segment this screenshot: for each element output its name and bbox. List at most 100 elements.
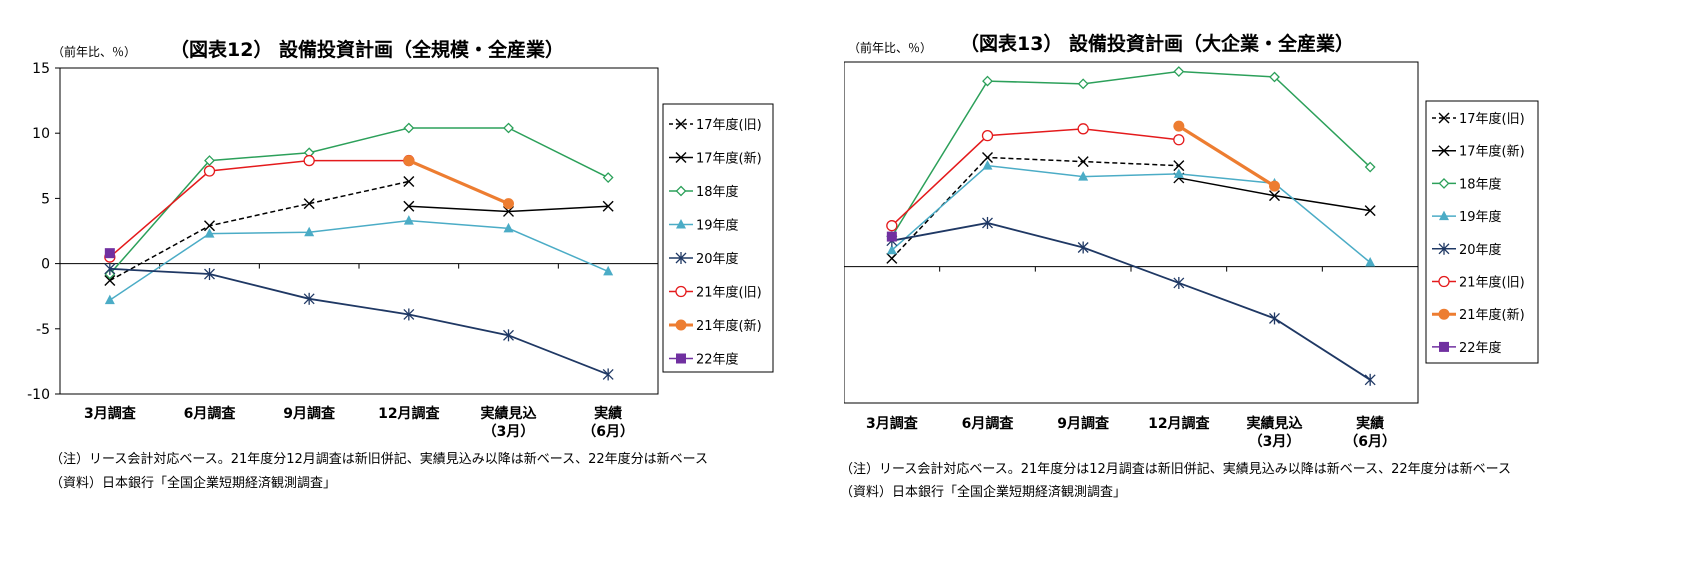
- data-point: [886, 220, 898, 232]
- legend-marker: [1438, 308, 1450, 320]
- data-point: [503, 222, 514, 233]
- series-17年度(新): [1173, 172, 1376, 217]
- x-tick-label: 3月調査: [84, 405, 137, 422]
- series-line: [109, 219, 609, 301]
- chart-12: （図表12） 設備投資計画（全規模・全産業） （前年比、％） -10 -5 0 5 10 15…: [27, 38, 774, 440]
- legend: 17年度(旧) 17年度(新) 18年度 19年度 20年度 21年度(旧) 21年度(新)…: [662, 103, 774, 373]
- legend-marker: [675, 285, 687, 298]
- y-axis-label: （前年比、％）: [848, 40, 932, 55]
- series-line: [1177, 124, 1276, 188]
- data-point: [1365, 257, 1376, 267]
- series-20年度: [886, 216, 1376, 386]
- chart-13-note: （注）リース会計対応ベース。21年度分は12月調査は新旧併記、実績見込み以降は新…: [840, 462, 1512, 477]
- data-point: [204, 268, 215, 281]
- data-point: [1173, 134, 1185, 146]
- legend-label: 18年度: [696, 184, 739, 200]
- legend-marker: [676, 219, 686, 229]
- data-point: [886, 244, 897, 255]
- x-tick-sublabel: （6月）: [582, 424, 634, 440]
- data-point: [403, 215, 414, 225]
- data-point: [403, 175, 415, 187]
- data-point: [304, 226, 315, 237]
- data-point: [503, 122, 514, 134]
- data-point: [1077, 156, 1089, 168]
- data-point: [403, 200, 415, 212]
- series-line: [109, 159, 409, 258]
- legend-label: 21年度(旧): [1459, 275, 1525, 291]
- data-point: [602, 368, 614, 381]
- series-18年度: [886, 66, 1376, 243]
- legend-box: [1425, 100, 1539, 364]
- legend-label: 19年度: [1459, 209, 1502, 225]
- series-17年度(旧): [104, 175, 415, 287]
- plot-area: [59, 67, 659, 395]
- legend-label: 21年度(旧): [696, 285, 762, 301]
- data-point: [104, 248, 115, 259]
- data-point: [886, 252, 898, 264]
- legend-marker: [1438, 242, 1450, 255]
- x-tick-sublabel: （3月）: [483, 424, 535, 440]
- data-point: [602, 172, 614, 183]
- plot-area: [844, 61, 1419, 404]
- series-17年度(旧): [886, 151, 1185, 264]
- legend-label: 22年度: [696, 352, 739, 368]
- legend-marker: [675, 185, 687, 197]
- series-18年度: [104, 122, 614, 280]
- legend-marker: [675, 319, 687, 331]
- data-point: [1173, 276, 1185, 289]
- y-tick-label: 0: [41, 257, 50, 273]
- x-tick-label: 実績: [594, 405, 622, 422]
- series-21年度(旧): [886, 123, 1185, 232]
- data-point: [982, 151, 993, 163]
- x-tick-sublabel: （6月）: [1344, 434, 1396, 450]
- legend-label: 21年度(新): [696, 318, 762, 334]
- series-20年度: [104, 262, 614, 381]
- series-line: [109, 267, 609, 376]
- data-point: [1077, 241, 1089, 254]
- legend-label: 17年度(新): [696, 151, 762, 167]
- x-tick-label: 9月調査: [283, 405, 336, 422]
- data-point: [303, 198, 315, 210]
- series-line: [408, 159, 510, 206]
- legend-label: 17年度(旧): [1459, 111, 1525, 127]
- chart-title: （図表13） 設備投資計画（大企業・全産業）: [960, 32, 1354, 55]
- data-point: [886, 231, 897, 242]
- legend-marker: [675, 118, 687, 130]
- legend-marker: [675, 152, 687, 163]
- data-point: [303, 292, 315, 305]
- data-point: [1269, 71, 1280, 83]
- legend-label: 22年度: [1459, 340, 1502, 356]
- series-line: [109, 127, 609, 275]
- data-point: [1269, 312, 1280, 325]
- chart-panel-left: （図表12） 設備投資計画（全規模・全産業） （前年比、％） -10 -5 0 5 10 15…: [27, 38, 774, 491]
- legend-label: 20年度: [1459, 242, 1502, 258]
- y-tick-label: 5: [41, 191, 50, 207]
- data-point: [104, 275, 116, 287]
- series-21年度(新): [403, 155, 514, 210]
- data-point: [503, 205, 514, 217]
- series-19年度: [886, 160, 1376, 267]
- data-point: [1173, 160, 1185, 172]
- legend-marker: [1438, 177, 1450, 189]
- y-tick-label: 10: [32, 126, 50, 142]
- y-tick-label: -10: [27, 387, 50, 403]
- chart-title: （図表12） 設備投資計画（全規模・全産業）: [170, 38, 564, 61]
- legend-marker: [676, 353, 686, 364]
- chart-12-note: （注）リース会計対応ベース。21年度分12月調査は新旧併記、実績見込み以降は新ベ…: [50, 452, 709, 467]
- data-point: [981, 130, 994, 142]
- data-point: [104, 262, 116, 275]
- data-point: [1173, 66, 1185, 77]
- data-point: [403, 122, 415, 134]
- x-tick-label: 3月調査: [866, 415, 919, 432]
- series-line: [891, 70, 1371, 237]
- data-point: [1364, 161, 1376, 173]
- x-tick-label: 12月調査: [1148, 415, 1210, 432]
- y-tick-label: -5: [36, 322, 50, 338]
- x-tick-label: 6月調査: [962, 415, 1015, 432]
- x-tick-label: 実績見込: [481, 405, 537, 422]
- legend-label: 21年度(新): [1459, 307, 1525, 323]
- data-point: [982, 216, 993, 229]
- legend-marker: [1438, 145, 1450, 157]
- data-point: [602, 200, 614, 212]
- data-point: [1269, 180, 1280, 192]
